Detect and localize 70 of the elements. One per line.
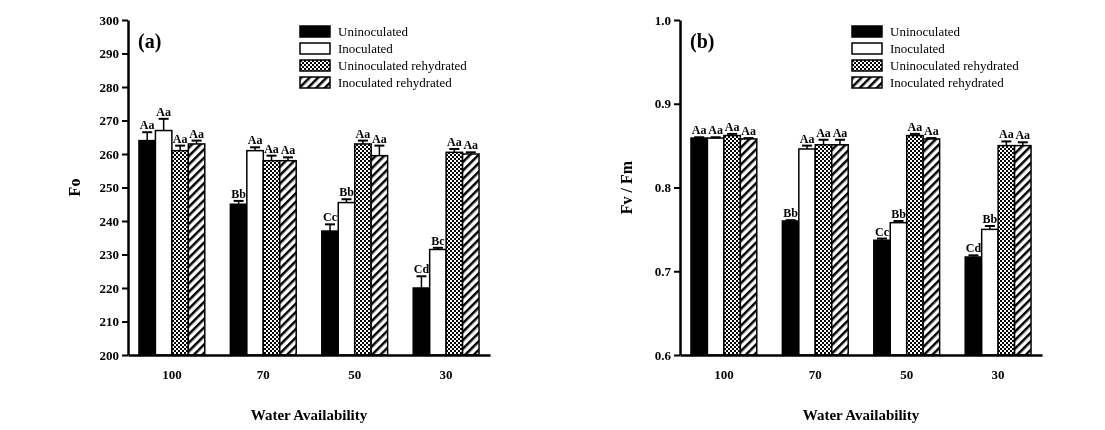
y-tick-label: 270	[99, 113, 119, 129]
data-label: Cc	[875, 224, 890, 239]
text: (a)	[138, 30, 162, 53]
text: (b)	[690, 30, 715, 53]
y-tick-label: 1.0	[654, 12, 671, 28]
data-label: Aa	[139, 118, 155, 133]
y-tick-label: 290	[99, 46, 119, 62]
data-label: Aa	[708, 123, 723, 138]
y-tick-label: 210	[99, 314, 119, 330]
y-tick-label: 240	[99, 213, 119, 229]
data-label: Aa	[189, 126, 204, 141]
data-label: Aa	[799, 131, 815, 146]
data-label: Aa	[832, 125, 848, 140]
data-label: Aa	[741, 124, 756, 139]
x-tick-label: 100	[162, 366, 182, 382]
x-tick-label: 70	[256, 366, 270, 382]
data-label: Aa	[355, 126, 371, 141]
data-label: Bb	[783, 206, 799, 221]
data-label: Aa	[372, 131, 387, 146]
x-tick-label: 30	[439, 366, 453, 382]
y-tick-label: 250	[99, 180, 119, 196]
data-label: Aa	[924, 124, 939, 139]
x-tick-label: 50	[900, 366, 914, 382]
legend-label: Inoculated rehydrated	[338, 75, 453, 90]
data-label: Bb	[982, 212, 998, 227]
data-label: Aa	[691, 123, 707, 138]
data-label: Aa	[1015, 128, 1031, 143]
data-label: Aa	[247, 133, 263, 148]
x-axis-title: Water Availability	[802, 407, 920, 423]
y-tick-label: 280	[99, 79, 119, 95]
data-label: Bb	[891, 207, 907, 221]
data-label: Aa	[172, 131, 188, 146]
y-tick-label: 200	[99, 347, 119, 363]
data-label: Aa	[280, 143, 296, 158]
y-tick-label: 0.8	[654, 180, 672, 196]
legend-label: Uninoculated	[890, 24, 961, 39]
legend-label: Inoculated	[890, 41, 946, 56]
data-label: Aa	[724, 119, 740, 134]
x-tick-label: 70	[808, 366, 822, 382]
legend-label: Inoculated rehydrated	[890, 75, 1005, 90]
data-label: Aa	[907, 119, 923, 134]
y-tick-label: 300	[99, 12, 119, 28]
x-tick-label: 30	[991, 366, 1005, 382]
y-tick-label: 0.9	[654, 96, 672, 112]
data-label: Aa	[264, 141, 279, 156]
y-tick-label: 230	[99, 247, 119, 263]
data-label: Bb	[339, 185, 355, 200]
data-label: Cc	[323, 210, 338, 225]
y-tick-label: 0.7	[654, 263, 672, 279]
x-tick-label: 50	[348, 366, 362, 382]
data-label: Bb	[231, 186, 247, 201]
data-label: Aa	[156, 104, 171, 119]
data-label: Aa	[463, 138, 479, 153]
data-label: Aa	[816, 125, 831, 140]
y-axis-title: Fo	[66, 178, 83, 197]
data-label: Aa	[447, 134, 462, 149]
y-tick-label: 220	[99, 280, 119, 296]
legend-label: Uninoculated rehydrated	[338, 58, 468, 73]
x-tick-label: 100	[714, 366, 734, 382]
data-label: Aa	[999, 127, 1014, 142]
x-axis-title: Water Availability	[250, 407, 368, 423]
y-axis-title: Fv / Fm	[618, 160, 635, 215]
y-tick-label: 260	[99, 146, 119, 162]
legend-label: Uninoculated	[338, 24, 409, 39]
data-label: Cd	[965, 241, 982, 256]
data-label: Cd	[413, 262, 430, 277]
legend-label: Uninoculated rehydrated	[890, 58, 1020, 73]
legend-label: Inoculated	[338, 41, 394, 56]
data-label: Bc	[431, 233, 446, 248]
y-tick-label: 0.6	[654, 347, 672, 363]
